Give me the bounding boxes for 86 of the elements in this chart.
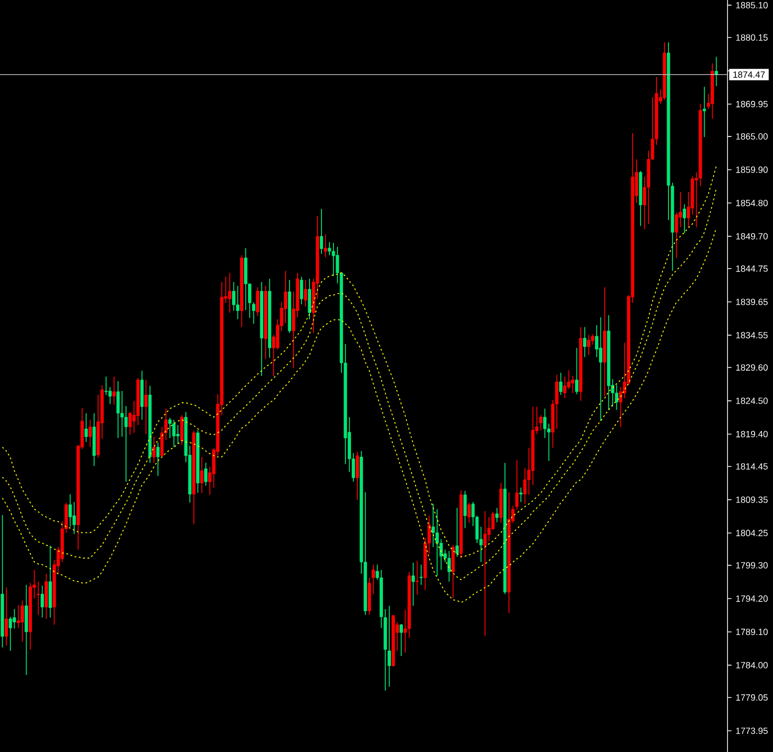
y-tick-label: 1829.60 <box>736 364 768 371</box>
y-tick-label: 1869.95 <box>736 100 768 108</box>
y-tick-label: 1824.50 <box>736 398 768 404</box>
candlestick <box>400 624 403 656</box>
candlestick <box>40 585 44 618</box>
y-tick-label: 1799.30 <box>736 562 768 568</box>
candlestick <box>172 419 176 448</box>
candlestick <box>228 272 232 314</box>
candlestick <box>447 550 451 582</box>
ref-line-label: 1874.47 <box>733 71 765 78</box>
candlestick <box>284 270 288 324</box>
candlestick <box>332 242 336 277</box>
candlestick <box>436 508 439 576</box>
candlestick <box>674 212 678 258</box>
y-tick-label: 1819.40 <box>736 430 768 438</box>
candlestick <box>204 462 208 486</box>
candlestick <box>324 234 328 258</box>
y-tick-label: 1865.00 <box>736 133 768 140</box>
y-tick-label: 1779.05 <box>736 694 768 701</box>
candlestick <box>412 562 415 606</box>
y-tick-label: 1809.35 <box>736 496 768 503</box>
candlestick <box>156 442 160 476</box>
candlestick <box>567 370 570 390</box>
candlestick <box>495 507 499 523</box>
candlestick <box>320 208 324 254</box>
candlestick <box>416 560 419 596</box>
y-tick-label: 1885.10 <box>736 2 768 8</box>
candlestick <box>88 419 92 448</box>
candlestick <box>599 316 602 422</box>
candlestick <box>16 604 20 628</box>
candlestick <box>108 386 112 405</box>
candlestick <box>587 334 590 356</box>
candlestick <box>591 334 594 346</box>
y-tick-label: 1784.00 <box>736 662 768 668</box>
candlestick <box>168 417 172 438</box>
candlestick <box>563 376 566 399</box>
candlestick <box>256 286 260 316</box>
candlestick <box>84 412 88 442</box>
candlestick <box>180 414 184 446</box>
candlestick <box>8 616 12 652</box>
y-tick-label: 1849.70 <box>736 233 768 240</box>
y-tick-label: 1789.10 <box>736 628 768 636</box>
y-tick-label: 1773.95 <box>736 728 768 734</box>
y-tick-label: 1834.55 <box>736 332 768 338</box>
candlestick <box>304 280 308 308</box>
candlestick <box>328 242 332 256</box>
candlestick <box>236 285 240 320</box>
candlestick <box>559 372 562 396</box>
y-tick-label: 1844.75 <box>736 265 768 272</box>
candlestick <box>124 406 128 482</box>
candlestick <box>72 502 76 534</box>
candlestick <box>543 408 546 438</box>
candlestick <box>152 436 156 464</box>
y-tick-label: 1814.45 <box>736 463 768 470</box>
candlestick <box>388 605 391 688</box>
candlestick <box>300 276 304 305</box>
candlestick <box>523 468 527 504</box>
candlestick <box>112 376 116 406</box>
candlestick <box>144 379 148 435</box>
candlestick <box>308 278 312 320</box>
y-tick-label: 1804.25 <box>736 530 768 536</box>
candlestick <box>463 490 467 529</box>
candlestick <box>420 564 423 586</box>
y-tick-label: 1859.90 <box>736 166 768 173</box>
candlestick <box>232 282 236 312</box>
candlestick <box>575 347 578 395</box>
candlestick <box>571 376 574 394</box>
y-tick-label: 1880.15 <box>736 34 768 41</box>
candlestick <box>20 600 24 642</box>
y-tick-label: 1794.20 <box>736 595 768 602</box>
candlestick <box>455 507 459 558</box>
candlestick <box>4 587 8 646</box>
candlestick <box>519 487 523 502</box>
candlestick <box>483 510 487 636</box>
y-tick-label: 1854.80 <box>736 200 768 206</box>
y-tick-label: 1839.65 <box>736 298 768 306</box>
candlestick <box>200 456 204 494</box>
candlestick <box>614 384 618 410</box>
candlestick <box>104 376 108 396</box>
candlestick <box>583 326 586 358</box>
candlestick <box>467 502 471 524</box>
candlestick <box>356 451 360 500</box>
candlestick <box>176 424 180 444</box>
candlestick <box>116 380 120 438</box>
candlestick <box>682 204 686 234</box>
candlestick <box>702 86 706 138</box>
